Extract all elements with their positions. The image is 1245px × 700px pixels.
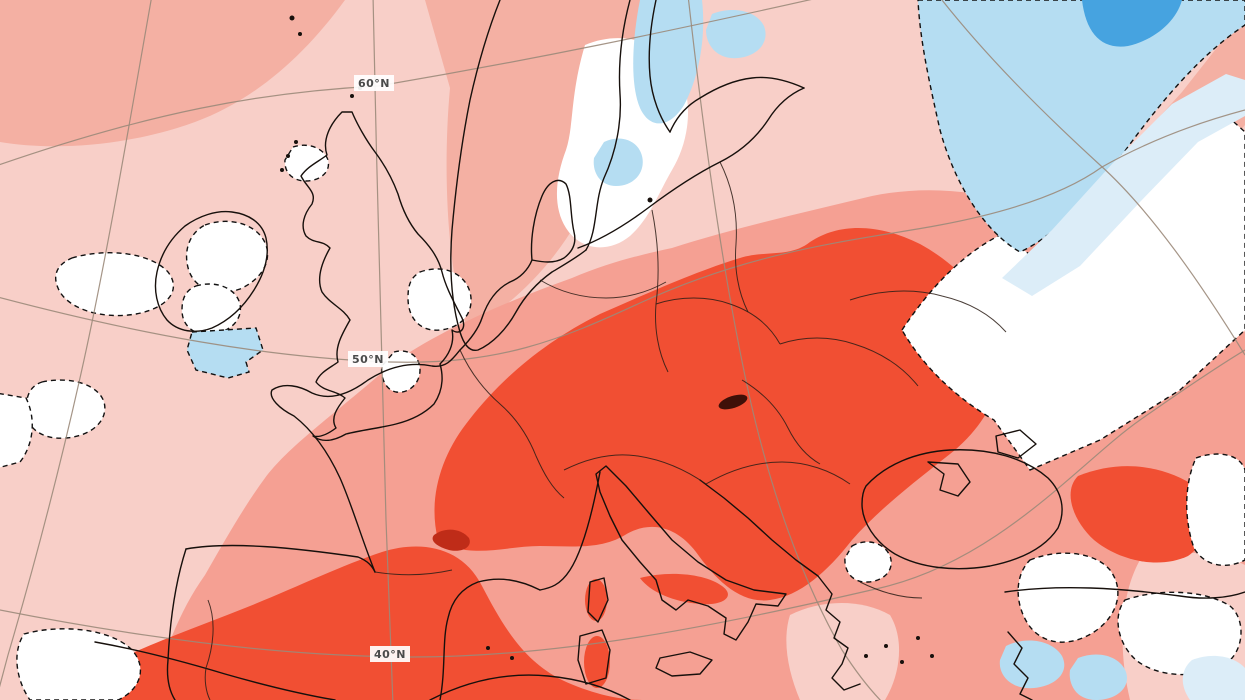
meridian-west [0,0,152,688]
neutral-atlantic-2 [25,379,106,439]
neutral-channel [380,350,421,393]
coast-france-west [270,349,461,573]
border-carpathians [779,337,919,387]
warm-extreme-spot-alps [432,529,470,551]
border-czech [655,297,781,345]
cold-patch-marmara-1 [999,640,1065,689]
graticule-labels: 60°N 50°N 40°N [348,75,410,662]
border-ukraine-russia [849,290,1007,333]
border-france-east [459,349,565,499]
warm-core-central-europe [434,227,1002,601]
coast-iberia-north [185,544,376,573]
label-40n: 40°N [370,646,410,662]
border-baltics-russia [719,161,749,313]
label-40n-text: 40°N [374,648,406,661]
label-60n-text: 60°N [358,77,390,90]
neutral-atlantic-3 [0,392,33,469]
warm-patch-south-italy [640,573,728,605]
neutral-balkans [844,541,892,583]
coast-azov [995,429,1037,459]
coast-morocco [94,641,336,700]
coast-corsica [587,577,609,623]
cold-patch-marmara-2 [1069,654,1127,700]
meridian-east-mid [687,0,881,700]
coast-portugal [166,548,187,700]
coast-ireland [154,210,268,332]
neutral-southeast-2 [1117,591,1242,676]
coast-bothnia-west [585,0,631,251]
coastline-layer [94,0,1245,700]
neutral-atlantic-1 [54,252,174,317]
border-hungary-serbia [741,379,821,465]
coast-sicily [655,651,713,677]
label-50n: 50°N [348,351,388,367]
parallel-40n [0,349,1245,658]
coast-crimea [927,461,971,497]
island-marks [280,15,934,664]
meridian-east-far [941,0,1245,356]
coast-finland-south [669,76,805,133]
neutral-scotland [284,144,330,182]
label-40n-chip [370,646,410,662]
neutral-west-turkey [1017,552,1119,643]
coast-turkey-west [1007,631,1033,700]
coast-algeria-tunisia [429,674,631,700]
coast-baltic-south [577,87,805,249]
coast-adriatic-greece [699,479,861,691]
country-border-layer [204,161,1007,700]
border-pyrenees [374,569,453,576]
cold-patch-finland [706,10,766,59]
neutral-southeast-1 [1186,453,1245,567]
neutral-northeast-band [901,105,1245,471]
warm-core-east-turkey [1070,466,1206,563]
coast-spain-med [439,578,541,700]
warm-anomaly-topleft [0,0,345,147]
coast-lowcountries [459,259,533,351]
weak-patch-atlantic [5,166,152,263]
meridian-0e [372,0,394,700]
cold-weak-corner-se [1182,655,1245,700]
label-50n-chip [348,351,388,367]
lake-balaton [718,394,748,410]
warm-patch-corsica [585,579,607,621]
coast-britain [300,111,465,441]
label-60n: 60°N [354,75,394,91]
border-balkans-north [705,461,851,485]
coast-sardinia [577,629,611,685]
coast-denmark [530,179,576,263]
warm-patch-sardinia [584,636,610,688]
cold-strong-patch [1082,0,1182,47]
border-greece-north [859,581,923,599]
label-50n-text: 50°N [352,353,384,366]
coast-bothnia-east [648,0,671,133]
neutral-atlantic-sw-corner [16,628,142,700]
warm-core-iberia-westmed [118,546,642,700]
coast-turkey-north [1004,586,1245,599]
label-60n-chip [354,75,394,91]
coast-gulf-of-lion [539,471,601,591]
cold-patch-nw-scotland [186,327,264,379]
border-alps [563,454,707,485]
border-portugal-spain [204,599,214,700]
border-germany-north [539,279,667,299]
cold-region-northeast [917,0,1245,253]
coast-italy [595,465,787,641]
coast-black-sea [861,449,1063,570]
neutral-ireland-nw [185,220,269,293]
